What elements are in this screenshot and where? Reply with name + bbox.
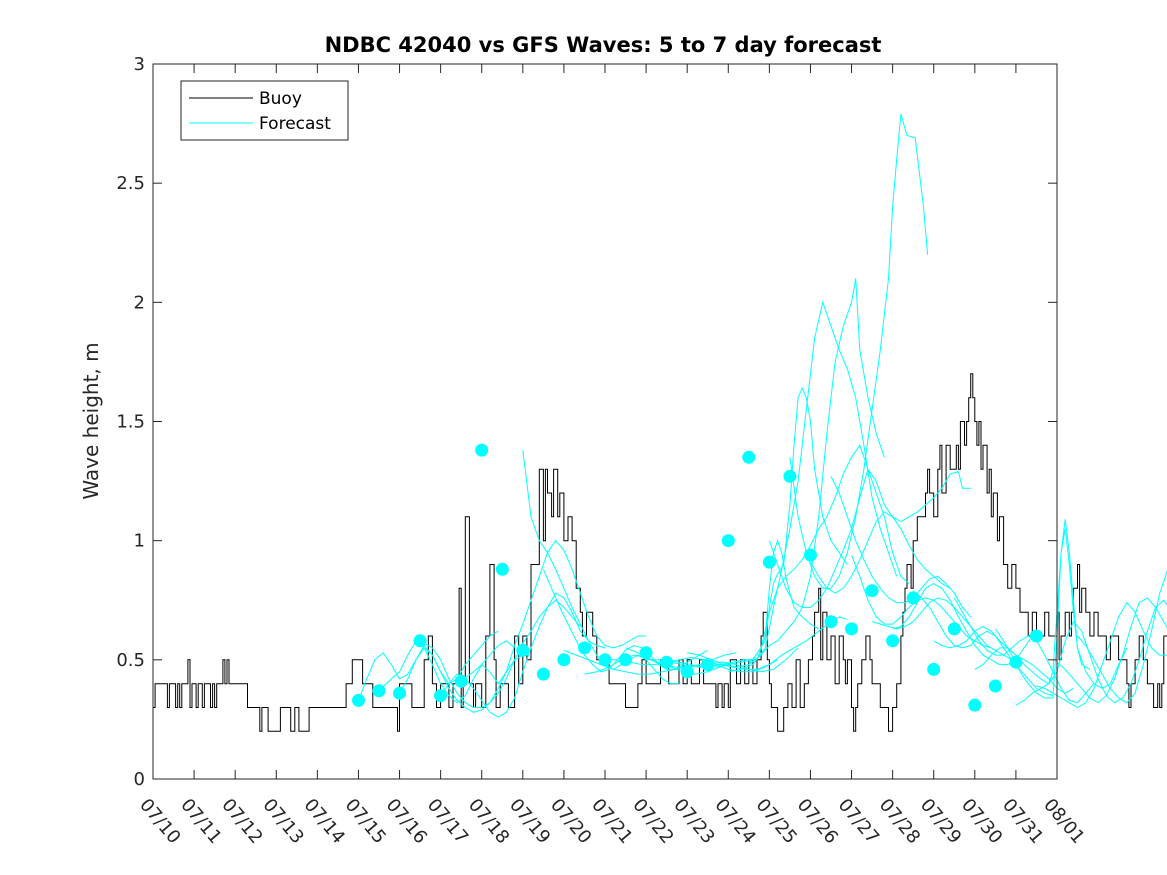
forecast-series-line [522, 450, 679, 685]
forecast-series-line [460, 539, 647, 685]
forecast-series-line [1015, 599, 1167, 706]
forecast-marker [619, 653, 632, 667]
forecast-marker [1030, 629, 1043, 643]
forecast-series-line [378, 640, 515, 704]
forecast-marker [968, 698, 982, 712]
forecast-marker [947, 622, 961, 636]
forecast-marker [393, 686, 406, 700]
forecast-series-line [994, 519, 1128, 699]
forecast-series-line [851, 554, 992, 649]
x-tick-label: 07/28 [875, 795, 924, 848]
y-tick-label: 2.5 [116, 173, 145, 194]
forecast-series-line [728, 300, 898, 673]
forecast-marker [413, 634, 427, 648]
x-tick-label: 07/22 [628, 795, 677, 848]
forecast-marker [680, 665, 694, 679]
x-tick-label: 07/16 [382, 795, 431, 848]
x-tick-label: 07/17 [423, 795, 472, 848]
forecast-marker [906, 591, 920, 605]
forecast-series-line [810, 511, 951, 594]
chart-title: NDBC 42040 vs GFS Waves: 5 to 7 day fore… [325, 33, 882, 57]
legend-label-forecast: Forecast [259, 114, 331, 134]
forecast-marker [865, 584, 879, 598]
forecast-marker [516, 643, 530, 657]
forecast-marker [886, 634, 900, 648]
forecast-marker [988, 679, 1002, 693]
forecast-marker [762, 555, 776, 569]
y-tick-label: 1 [134, 531, 145, 552]
forecast-marker [536, 667, 550, 681]
x-tick-label: 07/23 [669, 795, 718, 848]
x-tick-label: 07/25 [752, 795, 801, 848]
forecast-marker [495, 562, 509, 576]
forecast-series-line [830, 476, 972, 618]
forecast-series-line [358, 630, 499, 701]
forecast-series-line [912, 590, 1054, 697]
y-tick-label: 2 [134, 292, 145, 313]
axes-frame [152, 63, 1058, 780]
x-tick-label: 07/12 [217, 795, 266, 848]
x-tick-label: 07/10 [135, 795, 184, 848]
forecast-marker [639, 646, 653, 660]
x-tick-label: 07/11 [176, 795, 225, 848]
forecast-marker [475, 443, 489, 457]
x-tick-label: 07/19 [505, 795, 554, 848]
forecast-marker [372, 684, 386, 698]
forecast-marker [783, 469, 797, 483]
legend: Buoy Forecast [180, 80, 349, 141]
x-tick-label: 07/18 [464, 795, 513, 848]
forecast-marker [824, 615, 838, 629]
plot-area [153, 113, 1167, 732]
x-tick-label: 07/15 [341, 795, 390, 848]
forecast-series-line [399, 644, 524, 713]
forecast-marker [557, 653, 571, 667]
forecast-marker [845, 622, 858, 636]
x-tick-label: 07/24 [710, 795, 759, 848]
x-tick-label: 07/27 [834, 795, 883, 848]
forecast-marker [1009, 655, 1023, 669]
x-tick-label: 07/30 [957, 795, 1006, 848]
forecast-series-line [1077, 570, 1167, 704]
y-tick-label: 1.5 [116, 412, 145, 433]
forecast-marker [578, 641, 591, 655]
x-tick-label: 07/31 [998, 795, 1047, 848]
x-tick-label: 07/26 [793, 795, 842, 848]
forecast-series-line [440, 592, 606, 718]
x-tick-label: 07/29 [916, 795, 965, 848]
forecast-marker [598, 653, 612, 667]
forecast-marker [454, 674, 468, 688]
forecast-marker [434, 689, 448, 703]
y-axis-label: Wave height, m [79, 342, 103, 499]
axes [152, 63, 1058, 780]
forecast-series-line [748, 444, 910, 665]
legend-box [180, 80, 349, 141]
forecast-series-line [542, 569, 708, 673]
x-tick-label: 07/13 [258, 795, 307, 848]
y-tick-label: 0.5 [116, 650, 145, 671]
forecast-series-line [419, 599, 581, 708]
forecast-series-line [953, 597, 1095, 704]
x-tick-label: 08/01 [1039, 795, 1088, 848]
forecast-series-line [666, 386, 848, 668]
y-tick-label: 3 [134, 54, 145, 75]
forecast-series-line [768, 468, 971, 608]
forecast-marker [660, 655, 674, 669]
forecast-marker [352, 693, 365, 707]
x-tick-label: 07/21 [587, 795, 636, 848]
forecast-series-line [892, 583, 1033, 666]
x-tick-label: 07/14 [300, 795, 349, 848]
forecast-marker [701, 658, 715, 672]
legend-label-buoy: Buoy [259, 89, 302, 109]
y-tick-label: 0 [134, 769, 145, 790]
forecast-series-line [605, 656, 778, 673]
forecast-series-line [1056, 597, 1167, 704]
forecast-marker [927, 662, 941, 676]
forecast-marker [742, 450, 756, 464]
forecast-marker [721, 534, 735, 548]
buoy-series-line [153, 373, 1167, 732]
forecast-marker [804, 548, 817, 562]
x-tick-label: 07/20 [546, 795, 595, 848]
forecast-series-line [789, 113, 929, 589]
